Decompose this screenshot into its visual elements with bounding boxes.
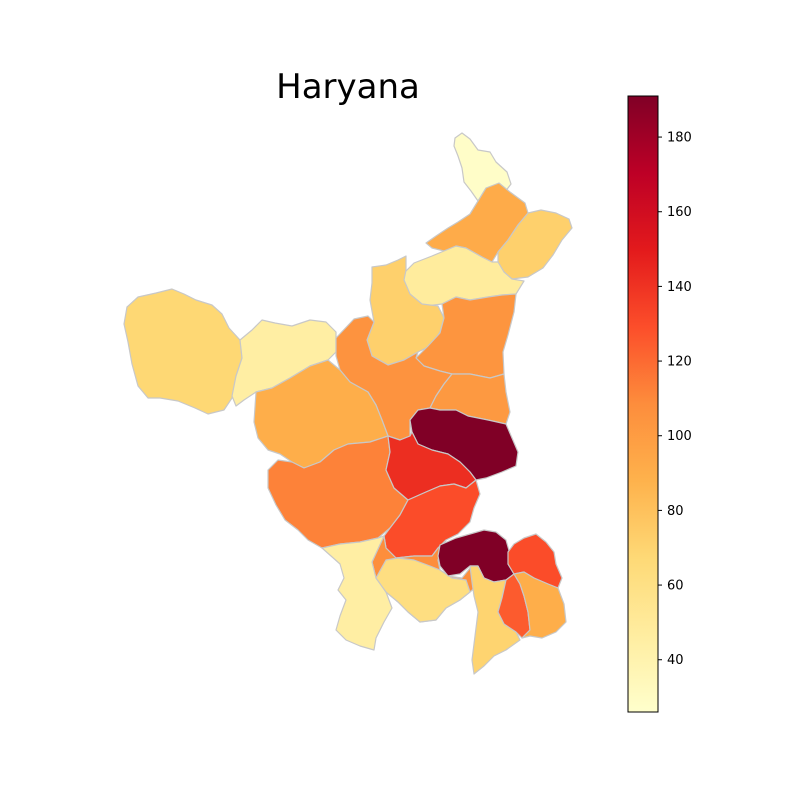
colorbar-tick-label: 180 bbox=[667, 131, 692, 146]
colorbar-ticks: 40 60 80 100 120 140 160 180 bbox=[658, 131, 692, 668]
colorbar-tick-label: 40 bbox=[667, 653, 684, 668]
colorbar-tick-label: 80 bbox=[667, 504, 684, 519]
district-d3 bbox=[497, 209, 573, 280]
colorbar-tick-label: 140 bbox=[667, 280, 692, 295]
colorbar-tick-label: 120 bbox=[667, 355, 692, 370]
colorbar: 40 60 80 100 120 140 160 180 bbox=[627, 95, 692, 713]
district-d18 bbox=[375, 557, 471, 623]
district-d17 bbox=[321, 535, 393, 651]
colorbar-tick-label: 100 bbox=[667, 429, 692, 444]
district-layer bbox=[123, 132, 573, 675]
colorbar-tick-label: 60 bbox=[667, 579, 684, 594]
district-d23 bbox=[513, 571, 567, 639]
colorbar-tick-label: 160 bbox=[667, 205, 692, 220]
district-d7 bbox=[123, 288, 243, 415]
colorbar-gradient bbox=[627, 95, 659, 713]
district-d21 bbox=[469, 565, 521, 675]
map-title: Haryana bbox=[276, 67, 420, 107]
